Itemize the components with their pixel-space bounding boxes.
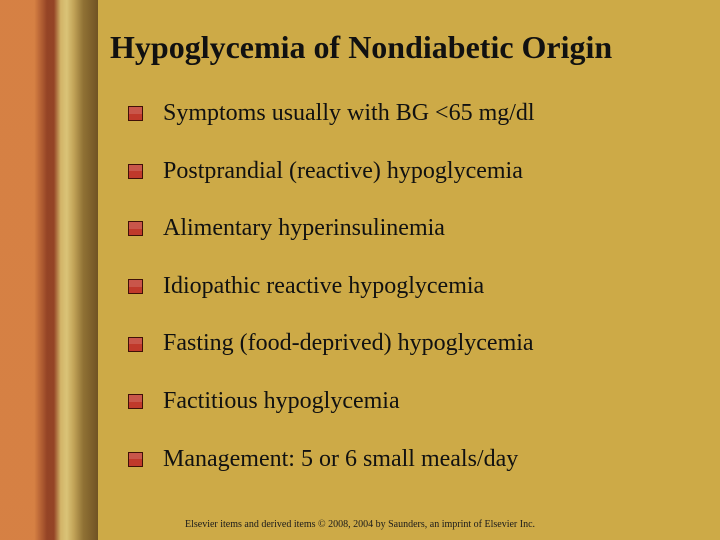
list-item: Management: 5 or 6 small meals/day <box>128 446 688 474</box>
square-bullet-icon <box>128 337 143 352</box>
list-item: Fasting (food-deprived) hypoglycemia <box>128 330 688 358</box>
bullet-list: Symptoms usually with BG <65 mg/dl Postp… <box>128 100 688 503</box>
square-bullet-icon <box>128 106 143 121</box>
bullet-text: Idiopathic reactive hypoglycemia <box>163 273 484 301</box>
square-bullet-icon <box>128 279 143 294</box>
copyright-footer: Elsevier items and derived items © 2008,… <box>0 519 720 530</box>
bullet-text: Management: 5 or 6 small meals/day <box>163 446 518 474</box>
bullet-text: Alimentary hyperinsulinemia <box>163 215 445 243</box>
list-item: Symptoms usually with BG <65 mg/dl <box>128 100 688 128</box>
bullet-text: Symptoms usually with BG <65 mg/dl <box>163 100 535 128</box>
bullet-text: Postprandial (reactive) hypoglycemia <box>163 158 523 186</box>
square-bullet-icon <box>128 221 143 236</box>
square-bullet-icon <box>128 452 143 467</box>
slide-title: Hypoglycemia of Nondiabetic Origin <box>110 30 700 65</box>
list-item: Factitious hypoglycemia <box>128 388 688 416</box>
bullet-text: Fasting (food-deprived) hypoglycemia <box>163 330 534 358</box>
list-item: Idiopathic reactive hypoglycemia <box>128 273 688 301</box>
bullet-text: Factitious hypoglycemia <box>163 388 400 416</box>
square-bullet-icon <box>128 394 143 409</box>
list-item: Alimentary hyperinsulinemia <box>128 215 688 243</box>
list-item: Postprandial (reactive) hypoglycemia <box>128 158 688 186</box>
square-bullet-icon <box>128 164 143 179</box>
slide: Hypoglycemia of Nondiabetic Origin Sympt… <box>0 0 720 540</box>
background-left-accent <box>0 0 98 540</box>
